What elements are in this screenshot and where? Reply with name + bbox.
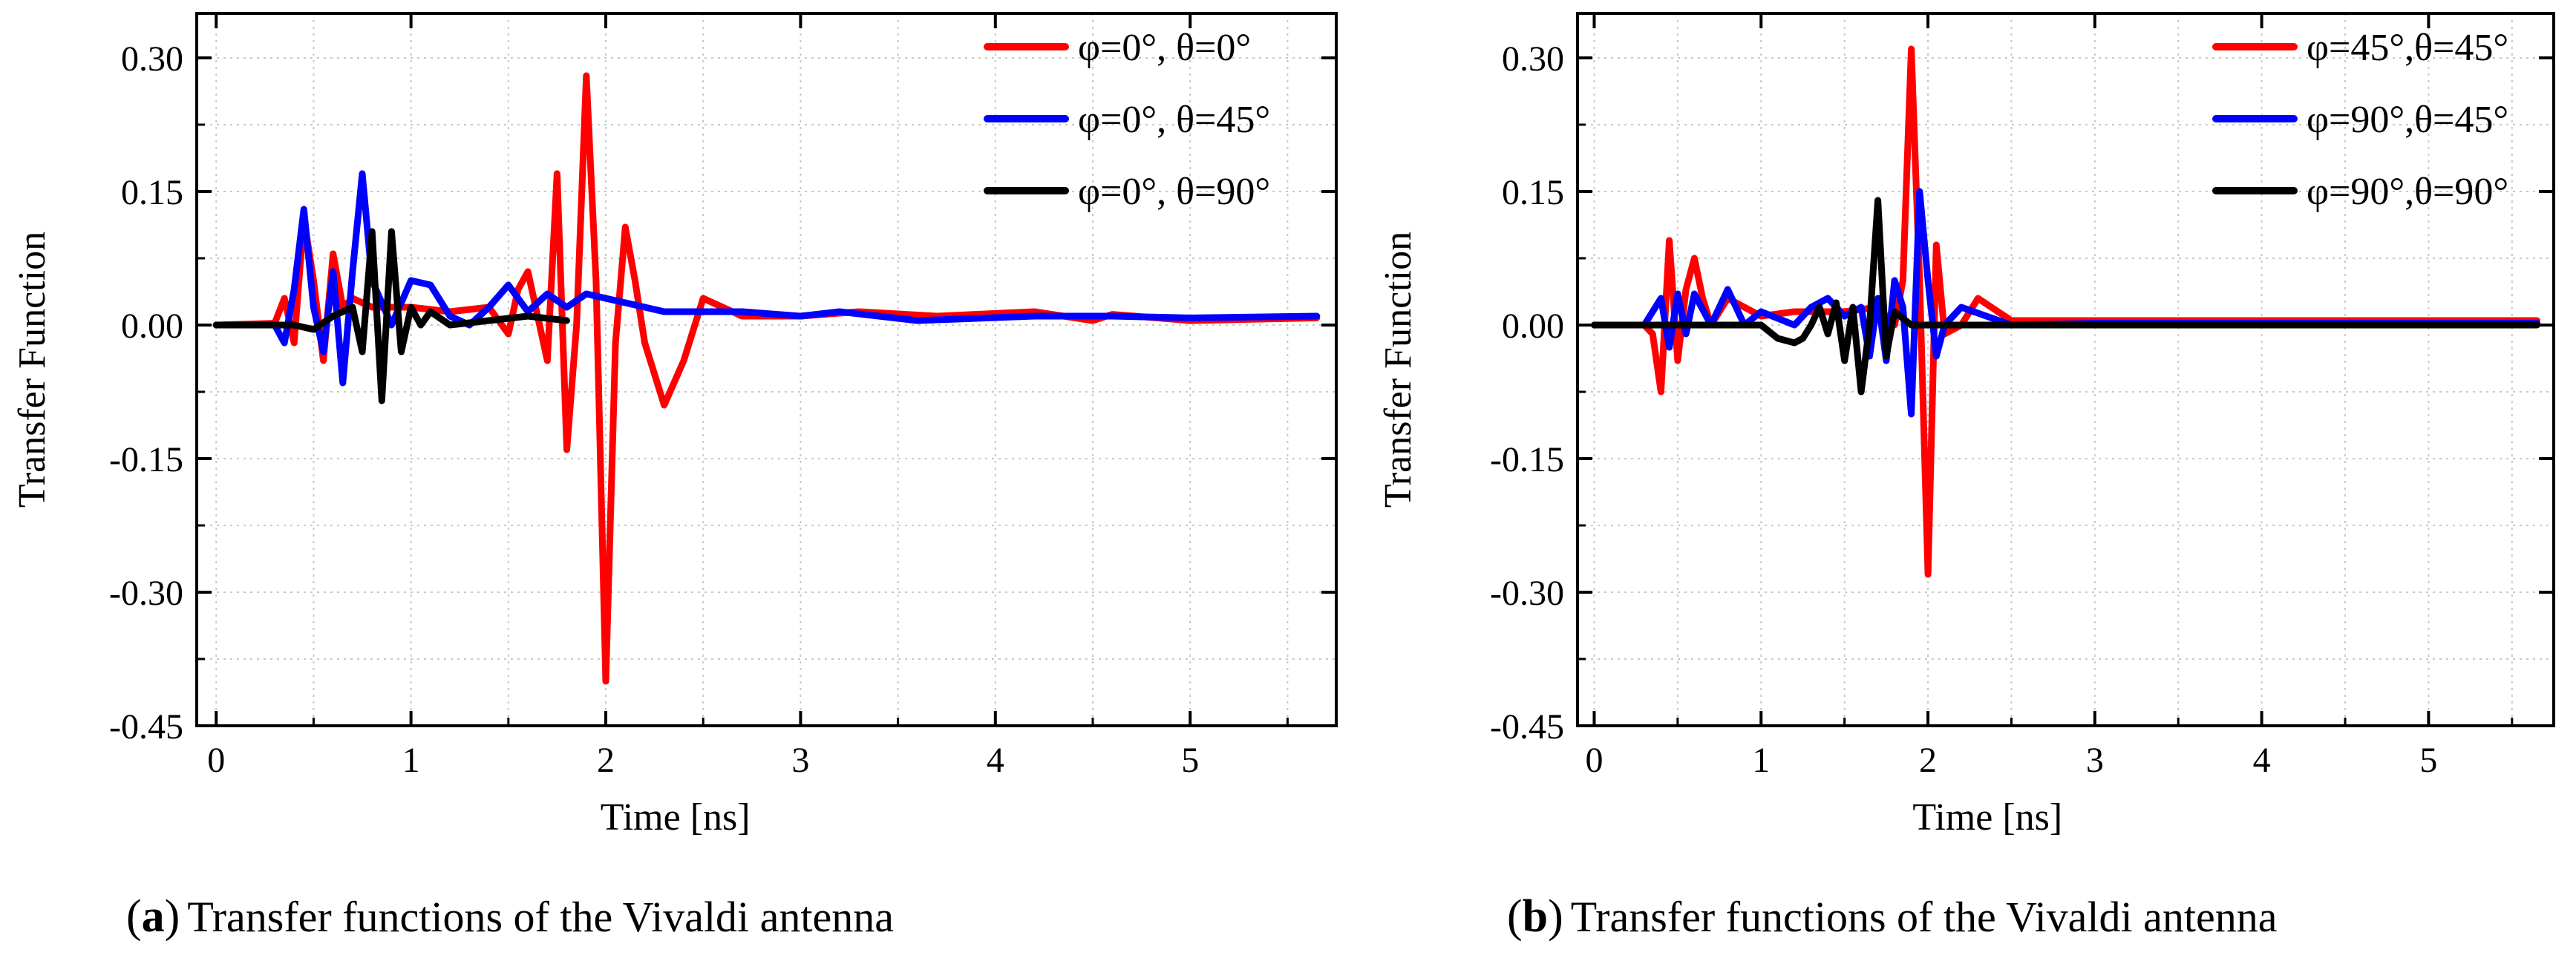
x-tick-label: 2 (597, 741, 615, 780)
caption-close-paren: ) (165, 891, 180, 942)
y-tick-label: -0.45 (1490, 707, 1564, 747)
y-axis-label: Transfer Function (1377, 232, 1419, 508)
legend-label-1: φ=0°, θ=0° (1078, 27, 1251, 69)
legend-label-2: φ=90°,θ=45° (2307, 99, 2508, 141)
y-tick-label: 0.00 (1502, 306, 1564, 346)
plot-frame (1576, 12, 2555, 727)
caption: (a) Transfer functions of the Vivaldi ant… (126, 891, 894, 942)
y-tick-label: -0.30 (109, 574, 183, 613)
y-tick-label: -0.30 (1490, 574, 1564, 613)
y-tick-label: 0.30 (1502, 39, 1564, 79)
caption-text: Transfer functions of the Vivaldi antenn… (187, 893, 894, 941)
chart-panel-a: 0 1 2 3 4 5 -0.45 -0.30 -0.15 0.00 0.15 0.30 Time [n… (11, 12, 1338, 942)
y-tick-label: 0.15 (121, 173, 183, 212)
caption-panel-label: a (142, 891, 165, 942)
grid (197, 13, 1336, 726)
x-axis-label: Time [ns] (1912, 796, 2062, 839)
x-tick-label: 5 (1181, 741, 1199, 780)
y-tick-label: -0.15 (1490, 440, 1564, 479)
x-tick-label: 3 (791, 741, 809, 780)
x-tick-label: 0 (1585, 741, 1603, 780)
x-tick-label: 1 (402, 741, 420, 780)
x-tick-label: 5 (2419, 741, 2437, 780)
caption-open-paren: ( (126, 891, 142, 942)
x-tick-label: 2 (1919, 741, 1937, 780)
legend-label-3: φ=90°,θ=90° (2307, 171, 2508, 213)
y-tick-label: 0.30 (121, 39, 183, 79)
x-axis-label: Time [ns] (601, 796, 751, 839)
x-tick-label: 0 (207, 741, 225, 780)
x-tick-label: 4 (987, 741, 1004, 780)
caption: (b) Transfer functions of the Vivaldi ant… (1507, 891, 2278, 942)
caption-open-paren: ( (1507, 891, 1523, 942)
y-tick-label: -0.45 (109, 707, 183, 747)
y-tick-label: 0.00 (121, 306, 183, 346)
y-tick-label: 0.15 (1502, 173, 1564, 212)
chart-panel-b: 0 1 2 3 4 5 -0.45 -0.30 -0.15 0.00 0.15 0.30 Time [n… (1377, 12, 2555, 942)
plot-frame (195, 12, 1338, 727)
y-axis-label: Transfer Function (11, 232, 53, 508)
legend-label-2: φ=0°, θ=45° (1078, 99, 1270, 141)
x-tick-label: 1 (1752, 741, 1770, 780)
legend: φ=45°,θ=45° φ=90°,θ=45° φ=90°,θ=90° (2212, 27, 2508, 213)
caption-text: Transfer functions of the Vivaldi antenn… (1571, 893, 2278, 941)
legend-label-3: φ=0°, θ=90° (1078, 171, 1270, 213)
caption-panel-label: b (1523, 891, 1548, 942)
y-tick-label: -0.15 (109, 440, 183, 479)
x-tick-label: 4 (2253, 741, 2271, 780)
x-tick-label: 3 (2086, 741, 2104, 780)
series-line-3 (1591, 197, 2540, 396)
series-line-2 (1591, 188, 2540, 418)
series-line-3 (212, 228, 570, 404)
grid (1578, 13, 2554, 726)
legend: φ=0°, θ=0° φ=0°, θ=45° φ=0°, θ=90° (984, 27, 1270, 213)
legend-label-1: φ=45°,θ=45° (2307, 27, 2508, 69)
caption-close-paren: ) (1548, 891, 1563, 942)
